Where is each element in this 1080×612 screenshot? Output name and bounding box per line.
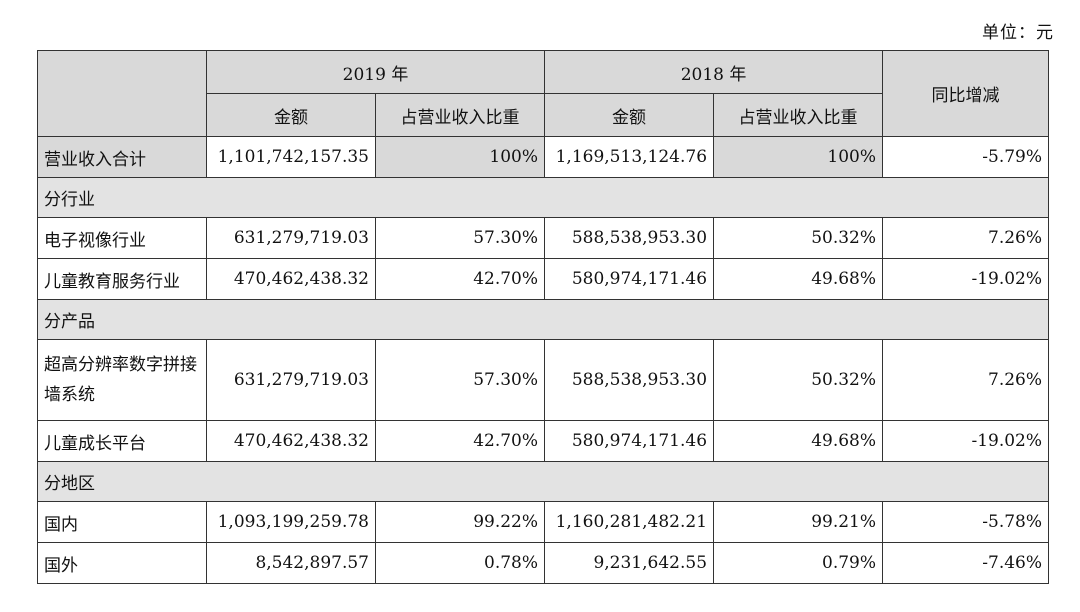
header-year-2018: 2018 年 xyxy=(544,50,884,94)
total-row: 营业收入合计 1,101,742,157.35 100% 1,169,513,1… xyxy=(37,136,1050,178)
header-amount-2018: 金额 xyxy=(544,93,715,137)
header-year-2019: 2019 年 xyxy=(205,50,546,94)
amount-2018-cell: 580,974,171.46 xyxy=(544,420,715,462)
ratio-2018-cell: 100% xyxy=(713,136,884,178)
ratio-2019-cell: 42.70% xyxy=(374,258,546,300)
amount-2018-cell: 588,538,953.30 xyxy=(544,217,715,259)
section-row-product: 分产品 xyxy=(36,299,1050,340)
amount-2018-cell: 580,974,171.46 xyxy=(544,258,715,300)
row-label: 国内 xyxy=(37,501,207,543)
amount-2019-cell: 631,279,719.03 xyxy=(206,339,376,421)
ratio-2018-cell: 0.79% xyxy=(713,542,884,584)
yoy-cell: -19.02% xyxy=(882,420,1050,462)
header-ratio-2019: 占营业收入比重 xyxy=(374,93,546,137)
header-yoy: 同比增减 xyxy=(882,50,1050,137)
amount-2019-cell: 470,462,438.32 xyxy=(206,258,376,300)
section-row-region: 分地区 xyxy=(36,461,1050,502)
amount-2019-cell: 1,101,742,157.35 xyxy=(206,136,376,178)
row-label: 电子视像行业 xyxy=(37,217,207,259)
table-row: 国内 1,093,199,259.78 99.22% 1,160,281,482… xyxy=(37,501,1050,543)
ratio-2018-cell: 49.68% xyxy=(713,420,884,462)
row-label: 儿童成长平台 xyxy=(37,420,207,462)
amount-2018-cell: 9,231,642.55 xyxy=(544,542,715,584)
header-ratio-2018: 占营业收入比重 xyxy=(713,93,884,137)
ratio-2019-cell: 100% xyxy=(374,136,546,178)
amount-2018-cell: 1,160,281,482.21 xyxy=(544,501,715,543)
yoy-cell: -5.78% xyxy=(882,501,1050,543)
row-label: 超高分辨率数字拼接墙系统 xyxy=(37,339,207,421)
ratio-2018-cell: 50.32% xyxy=(713,339,884,421)
ratio-2019-cell: 99.22% xyxy=(374,501,546,543)
ratio-2019-cell: 57.30% xyxy=(374,217,546,259)
section-row-industry: 分行业 xyxy=(36,177,1050,218)
yoy-cell: 7.26% xyxy=(882,339,1050,421)
header-amount-2019: 金额 xyxy=(206,93,376,137)
amount-2019-cell: 470,462,438.32 xyxy=(206,420,376,462)
yoy-cell: -7.46% xyxy=(882,542,1050,584)
table-row: 超高分辨率数字拼接墙系统 631,279,719.03 57.30% 588,5… xyxy=(37,339,1050,421)
ratio-2019-cell: 0.78% xyxy=(374,542,546,584)
row-label: 营业收入合计 xyxy=(37,136,207,178)
amount-2019-cell: 631,279,719.03 xyxy=(206,217,376,259)
ratio-2018-cell: 50.32% xyxy=(713,217,884,259)
table-row: 儿童成长平台 470,462,438.32 42.70% 580,974,171… xyxy=(37,420,1050,462)
table-row: 儿童教育服务行业 470,462,438.32 42.70% 580,974,1… xyxy=(37,258,1050,300)
ratio-2018-cell: 99.21% xyxy=(713,501,884,543)
row-label: 国外 xyxy=(37,542,207,584)
yoy-cell: 7.26% xyxy=(882,217,1050,259)
table-row: 国外 8,542,897.57 0.78% 9,231,642.55 0.79%… xyxy=(37,542,1050,584)
revenue-table: 2019 年 2018 年 同比增减 金额 占营业收入比重 金额 占营业收入比重… xyxy=(36,50,1050,584)
section-title: 分产品 xyxy=(36,299,1050,340)
amount-2019-cell: 1,093,199,259.78 xyxy=(206,501,376,543)
header-row-columns: 金额 占营业收入比重 金额 占营业收入比重 xyxy=(38,93,1049,137)
yoy-cell: -5.79% xyxy=(882,136,1050,178)
amount-2018-cell: 1,169,513,124.76 xyxy=(544,136,715,178)
yoy-cell: -19.02% xyxy=(882,258,1050,300)
ratio-2019-cell: 57.30% xyxy=(374,339,546,421)
unit-label: 单位：元 xyxy=(982,23,1054,43)
ratio-2019-cell: 42.70% xyxy=(374,420,546,462)
header-row-years: 2019 年 2018 年 同比增减 xyxy=(37,50,1050,137)
section-title: 分行业 xyxy=(36,177,1050,218)
row-label: 儿童教育服务行业 xyxy=(37,258,207,300)
ratio-2018-cell: 49.68% xyxy=(713,258,884,300)
section-title: 分地区 xyxy=(36,461,1050,502)
amount-2019-cell: 8,542,897.57 xyxy=(206,542,376,584)
amount-2018-cell: 588,538,953.30 xyxy=(544,339,715,421)
header-blank-cell xyxy=(37,50,207,137)
table-row: 电子视像行业 631,279,719.03 57.30% 588,538,953… xyxy=(37,217,1050,259)
